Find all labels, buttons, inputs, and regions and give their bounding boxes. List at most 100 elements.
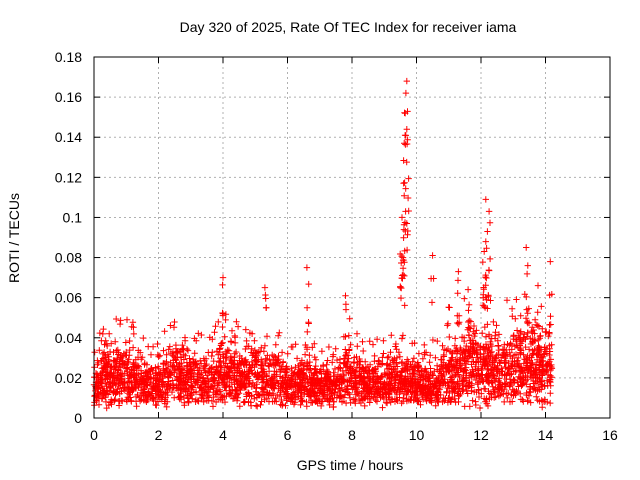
data-point xyxy=(291,369,298,376)
data-point xyxy=(114,371,121,379)
data-point xyxy=(531,316,539,323)
data-point xyxy=(482,357,489,364)
data-point xyxy=(154,340,161,348)
data-point xyxy=(484,305,491,312)
y-tick-label: 0.06 xyxy=(55,290,82,306)
data-point xyxy=(398,252,405,260)
data-point xyxy=(123,368,131,375)
data-point xyxy=(166,343,173,350)
data-point xyxy=(122,352,129,359)
data-point xyxy=(276,392,284,400)
data-point xyxy=(184,347,192,354)
data-point xyxy=(221,369,228,376)
data-point xyxy=(521,291,528,298)
data-point xyxy=(233,369,241,376)
data-point xyxy=(513,342,520,349)
data-point xyxy=(427,352,434,359)
data-point xyxy=(485,267,493,274)
data-point xyxy=(219,339,226,346)
data-point xyxy=(140,334,147,342)
data-point xyxy=(209,383,216,390)
data-point xyxy=(402,141,409,148)
data-point xyxy=(464,286,472,293)
data-point xyxy=(387,399,394,406)
data-point xyxy=(439,365,446,372)
y-axis-label: ROTI / TECUs xyxy=(6,193,22,283)
data-point xyxy=(299,376,306,384)
data-point xyxy=(517,347,525,354)
y-tick-label: 0.02 xyxy=(55,370,82,386)
data-point xyxy=(95,401,103,408)
data-point xyxy=(422,367,430,375)
data-point xyxy=(222,348,230,355)
data-point xyxy=(480,291,487,298)
data-point xyxy=(530,377,537,385)
data-point xyxy=(482,273,489,281)
data-point xyxy=(202,369,209,376)
data-point xyxy=(117,317,124,324)
data-point xyxy=(524,329,531,337)
data-point xyxy=(165,346,172,353)
data-point xyxy=(113,315,120,323)
data-point xyxy=(465,382,472,390)
data-point xyxy=(352,391,359,398)
data-point xyxy=(241,399,248,406)
data-point xyxy=(302,383,309,390)
data-point xyxy=(533,371,540,378)
data-point xyxy=(248,367,255,374)
data-point xyxy=(267,382,275,389)
data-point xyxy=(401,192,408,199)
data-point xyxy=(474,381,481,388)
data-point xyxy=(225,383,233,390)
data-point xyxy=(473,349,480,356)
data-point xyxy=(292,393,299,401)
data-point xyxy=(329,386,336,393)
data-point xyxy=(157,388,164,395)
data-point xyxy=(409,380,416,387)
data-point xyxy=(383,399,391,407)
data-point xyxy=(123,316,131,323)
data-point xyxy=(233,378,240,385)
data-point xyxy=(216,386,223,393)
data-point xyxy=(395,349,403,356)
data-point xyxy=(451,395,458,402)
y-tick-label: 0.04 xyxy=(55,330,82,346)
data-point xyxy=(525,366,532,373)
data-point xyxy=(452,362,460,369)
data-point xyxy=(161,328,168,335)
data-point xyxy=(192,396,200,403)
data-point xyxy=(488,379,495,386)
data-point xyxy=(129,319,137,326)
data-point xyxy=(497,357,505,364)
data-point xyxy=(400,157,407,164)
data-point xyxy=(275,332,282,339)
data-point xyxy=(523,333,531,340)
data-point xyxy=(230,372,238,379)
data-point xyxy=(284,390,291,397)
data-point xyxy=(330,351,337,358)
data-point xyxy=(431,368,438,375)
data-point xyxy=(163,351,170,358)
data-point xyxy=(462,352,469,360)
data-point xyxy=(427,389,434,396)
data-point xyxy=(226,391,233,398)
data-point xyxy=(345,369,352,377)
data-point xyxy=(295,372,302,380)
data-point xyxy=(415,367,423,374)
data-point xyxy=(338,375,345,382)
data-point xyxy=(255,392,263,399)
data-point xyxy=(100,390,107,398)
data-point xyxy=(524,397,531,404)
data-point xyxy=(384,360,391,368)
data-point xyxy=(233,387,240,395)
x-tick-label: 2 xyxy=(155,427,163,443)
data-point xyxy=(181,402,188,409)
data-point xyxy=(399,365,407,372)
data-point xyxy=(404,363,411,370)
data-point xyxy=(440,346,448,353)
data-point xyxy=(486,346,493,354)
data-point xyxy=(492,384,499,391)
data-point xyxy=(344,383,351,390)
data-point xyxy=(263,395,270,402)
data-point xyxy=(388,369,395,376)
